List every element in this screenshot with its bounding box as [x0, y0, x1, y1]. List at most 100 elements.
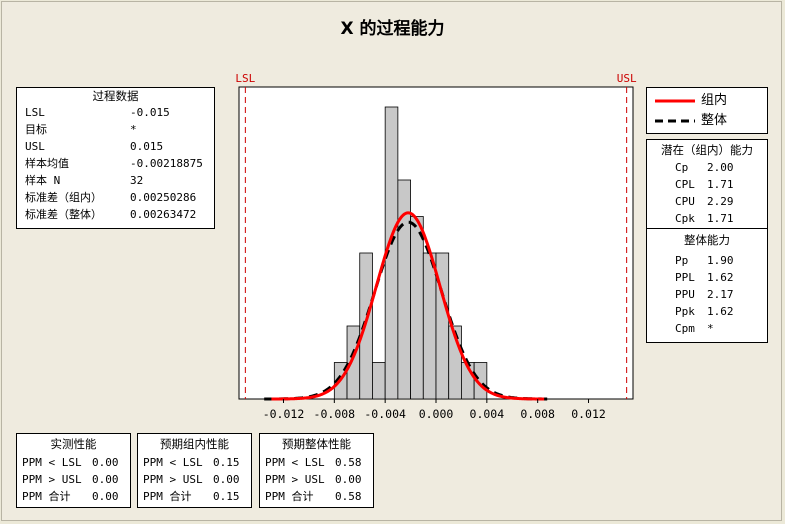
histogram-bar	[473, 362, 488, 400]
expected-within-title: 预期组内性能	[160, 437, 229, 451]
overall-capability-row: PPU 2.17	[647, 286, 767, 303]
observed-row-label: PPM 合计	[22, 490, 71, 503]
observed-row: PPM > USL 0.00	[17, 471, 130, 488]
process-data-row-value: -0.015	[130, 106, 170, 119]
histogram-bar	[410, 216, 424, 400]
x-tick-label: 0.008	[520, 407, 555, 421]
process-data-row: 目标 *	[17, 121, 214, 138]
process-data-row: USL 0.015	[17, 138, 214, 155]
expected-within-row-value: 0.00	[213, 473, 240, 486]
overall-capability-row: Cpm *	[647, 320, 767, 337]
expected-within-row: PPM < LSL 0.15	[138, 454, 251, 471]
observed-row: PPM < LSL 0.00	[17, 454, 130, 471]
overall-capability-row-value: 1.62	[707, 271, 734, 284]
process-data-row-value: -0.00218875	[130, 157, 203, 170]
legend-within-label: 组内	[701, 93, 728, 108]
potential-row-value: 2.29	[707, 195, 734, 208]
overall-capability-title: 整体能力	[684, 233, 730, 247]
expected-within-row-label: PPM < LSL	[143, 456, 203, 469]
observed-row-value: 0.00	[92, 490, 119, 503]
overall-capability-row-label: PPL	[675, 271, 695, 284]
potential-row: Cp 2.00	[647, 159, 767, 176]
potential-row-label: Cpk	[675, 212, 695, 225]
observed-row-value: 0.00	[92, 473, 119, 486]
process-data-row: 标准差（组内） 0.00250286	[17, 189, 214, 206]
potential-capability-panel: 潜在（组内）能力 Cp 2.00 CPL 1.71 CPU 2.29 Cpk 1.71 整体能…	[646, 139, 768, 343]
x-tick-label: 0.012	[571, 407, 606, 421]
x-tick-label: 0.000	[419, 407, 454, 421]
observed-row-value: 0.00	[92, 456, 119, 469]
process-data-row-label: LSL	[25, 106, 45, 119]
expected-overall-row: PPM < LSL 0.58	[260, 454, 373, 471]
overall-capability-row-value: *	[707, 322, 714, 335]
process-data-row-label: USL	[25, 140, 45, 153]
expected-within-row-label: PPM 合计	[143, 490, 192, 503]
histogram-bar	[372, 362, 386, 400]
overall-capability-row: Pp 1.90	[647, 252, 767, 269]
process-data-row-value: 0.015	[130, 140, 164, 153]
observed-row-label: PPM < LSL	[22, 456, 82, 469]
x-tick-label: -0.004	[364, 407, 406, 421]
process-data-row: 样本均值 -0.00218875	[17, 155, 214, 172]
overall-capability-row-label: Ppk	[675, 305, 695, 318]
overall-capability-row-value: 2.17	[707, 288, 734, 301]
page-title: X 的过程能力	[340, 19, 445, 39]
within-normal-curve	[271, 211, 545, 401]
process-data-row: 样本 N 32	[17, 172, 214, 189]
histogram-bar	[346, 325, 361, 400]
potential-row-value: 2.00	[707, 161, 734, 174]
process-data-row-label: 标准差（组内）	[25, 191, 102, 204]
overall-capability-row-label: Pp	[675, 254, 689, 267]
potential-row-value: 1.71	[707, 178, 734, 191]
capability-divider	[647, 228, 767, 229]
process-data-row: 标准差（整体） 0.00263472	[17, 206, 214, 223]
expected-overall-row: PPM > USL 0.00	[260, 471, 373, 488]
lsl-label: LSL	[235, 72, 255, 85]
observed-performance-panel: 实测性能 PPM < LSL 0.00 PPM > USL 0.00 PPM 合计 0.0…	[16, 433, 131, 508]
process-data-row-value: 0.00263472	[130, 208, 197, 221]
overall-capability-row: PPL 1.62	[647, 269, 767, 286]
potential-row-value: 1.71	[707, 212, 734, 225]
expected-within-row: PPM 合计 0.15	[138, 488, 251, 505]
legend-swatches	[655, 99, 695, 123]
x-tick-label: 0.004	[470, 407, 505, 421]
expected-overall-title: 预期整体性能	[282, 437, 351, 451]
x-tick-label: -0.008	[314, 407, 356, 421]
expected-within-panel: 预期组内性能 PPM < LSL 0.15 PPM > USL 0.00 PPM 合计 0…	[137, 433, 252, 508]
potential-row: CPL 1.71	[647, 176, 767, 193]
process-data-row-value: 0.00250286	[130, 191, 197, 204]
expected-within-row-label: PPM > USL	[143, 473, 203, 486]
expected-overall-row-value: 0.58	[335, 456, 362, 469]
process-data-row-value: *	[130, 123, 137, 136]
process-data-row-label: 样本均值	[25, 157, 69, 170]
process-data-row: LSL -0.015	[17, 104, 214, 121]
observed-row: PPM 合计 0.00	[17, 488, 130, 505]
process-data-row-label: 标准差（整体）	[25, 208, 102, 221]
expected-within-row-value: 0.15	[213, 456, 240, 469]
overall-capability-row-value: 1.62	[707, 305, 734, 318]
process-data-row-value: 32	[130, 174, 144, 187]
usl-label: USL	[617, 72, 637, 85]
expected-overall-row-label: PPM > USL	[265, 473, 325, 486]
observed-row-label: PPM > USL	[22, 473, 82, 486]
x-tick-label: -0.012	[263, 407, 305, 421]
process-data-title: 过程数据	[92, 89, 139, 103]
expected-overall-row: PPM 合计 0.58	[260, 488, 373, 505]
expected-overall-panel: 预期整体性能 PPM < LSL 0.58 PPM > USL 0.00 PPM 合计 0…	[259, 433, 374, 508]
potential-title: 潜在（组内）能力	[661, 143, 753, 157]
expected-within-row: PPM > USL 0.00	[138, 471, 251, 488]
process-data-row-label: 目标	[25, 123, 47, 136]
overall-capability-row-value: 1.90	[707, 254, 734, 267]
overall-capability-row: Ppk 1.62	[647, 303, 767, 320]
potential-row-label: CPU	[675, 195, 695, 208]
legend-overall-label: 整体	[701, 113, 728, 128]
expected-overall-row-value: 0.00	[335, 473, 362, 486]
expected-overall-row-label: PPM 合计	[265, 490, 314, 503]
potential-row-label: CPL	[675, 178, 695, 191]
overall-capability-row-label: PPU	[675, 288, 695, 301]
process-data-panel: 过程数据 LSL -0.015 目标 * USL 0.015 样本均值 -0.00218875…	[16, 87, 215, 229]
potential-row: CPU 2.29	[647, 193, 767, 210]
expected-overall-row-value: 0.58	[335, 490, 362, 503]
overall-capability-row-label: Cpm	[675, 322, 695, 335]
